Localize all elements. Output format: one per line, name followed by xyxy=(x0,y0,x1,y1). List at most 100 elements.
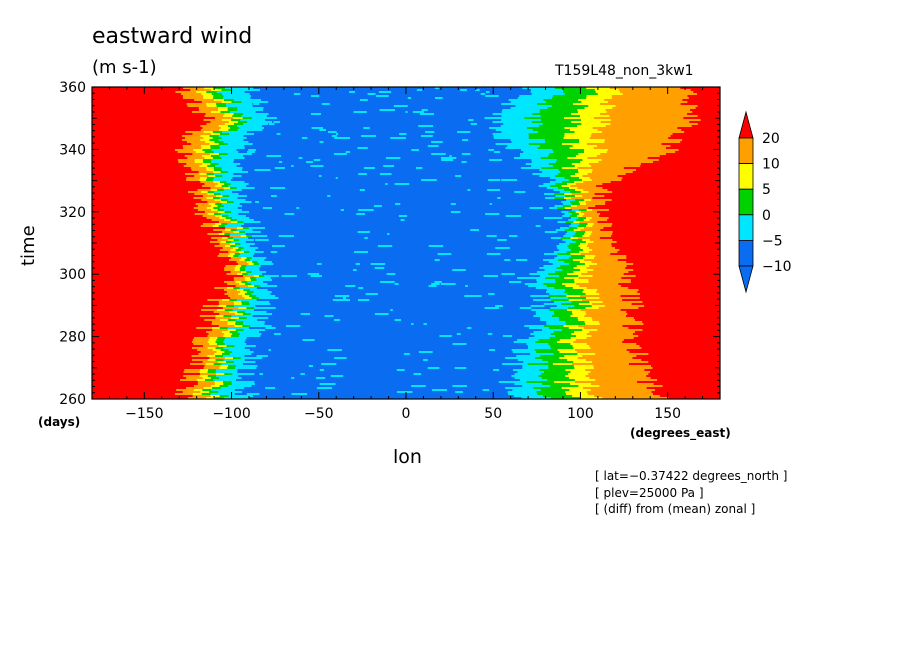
heatmap-cell xyxy=(229,111,244,113)
heatmap-cell xyxy=(246,239,254,241)
heatmap-cell xyxy=(207,193,215,195)
heatmap-cell xyxy=(503,123,514,125)
heatmap-cell xyxy=(220,365,229,367)
heatmap-cell xyxy=(538,339,561,341)
heatmap-cell xyxy=(248,331,259,333)
heatmap-cell xyxy=(612,231,721,233)
heatmap-cell xyxy=(533,387,563,389)
heatmap-cell xyxy=(200,181,214,183)
heatmap-cell xyxy=(213,95,224,97)
heatmap-cell xyxy=(223,341,235,343)
heatmap-cell xyxy=(92,331,207,333)
heatmap-cell xyxy=(247,243,255,245)
heatmap-cell xyxy=(204,319,221,321)
heatmap-cell xyxy=(241,271,247,273)
heatmap-cell xyxy=(92,385,195,387)
heatmap-cell xyxy=(211,89,222,91)
heatmap-cell xyxy=(221,223,228,225)
heatmap-cell xyxy=(306,161,313,163)
heatmap-cell xyxy=(238,247,245,249)
heatmap-cell xyxy=(213,177,224,179)
heatmap-cell xyxy=(617,155,661,157)
heatmap-cell xyxy=(578,245,588,247)
heatmap-row xyxy=(92,167,721,169)
heatmap-cell xyxy=(92,217,208,219)
heatmap-cell xyxy=(258,257,267,259)
heatmap-cell xyxy=(258,271,267,273)
heatmap-cell xyxy=(180,379,198,381)
heatmap-cell xyxy=(302,339,315,341)
heatmap-cell xyxy=(653,161,721,163)
heatmap-row xyxy=(92,307,721,309)
heatmap-cell xyxy=(229,127,240,129)
heatmap-cell xyxy=(177,159,196,161)
heatmap-cell xyxy=(374,267,381,269)
heatmap-cell xyxy=(431,389,448,391)
heatmap-cell xyxy=(254,115,267,117)
heatmap-cell xyxy=(561,387,584,389)
heatmap-cell xyxy=(568,219,577,221)
heatmap-cell xyxy=(231,211,241,213)
heatmap-cell xyxy=(560,227,570,229)
heatmap-cell xyxy=(316,387,333,389)
heatmap-cell xyxy=(92,293,225,295)
heatmap-cell xyxy=(601,249,620,251)
heatmap-cell xyxy=(605,201,721,203)
heatmap-cell xyxy=(393,105,408,107)
heatmap-cell xyxy=(237,109,251,111)
heatmap-cell xyxy=(241,303,250,305)
heatmap-cell xyxy=(544,253,558,255)
heatmap-cell xyxy=(209,337,218,339)
heatmap-cell xyxy=(568,263,586,265)
x-axis-label: lon xyxy=(393,446,422,468)
heatmap-row xyxy=(92,211,721,213)
heatmap-cell xyxy=(405,111,408,113)
heatmap-cell xyxy=(92,253,220,255)
heatmap-cell xyxy=(224,397,237,399)
heatmap-cell xyxy=(495,247,510,249)
heatmap-cell xyxy=(601,265,628,267)
heatmap-cell xyxy=(562,203,572,205)
heatmap-cell xyxy=(207,201,221,203)
heatmap-cell xyxy=(591,133,620,135)
heatmap-row xyxy=(92,371,721,373)
heatmap-cell xyxy=(594,89,620,91)
heatmap-cell xyxy=(92,139,183,141)
heatmap-cell xyxy=(92,373,201,375)
heatmap-cell xyxy=(650,371,721,373)
heatmap-cell xyxy=(206,169,215,171)
heatmap-row xyxy=(92,231,721,233)
heatmap-cell xyxy=(199,315,217,317)
heatmap-cell xyxy=(251,297,260,299)
heatmap-cell xyxy=(213,197,221,199)
heatmap-cell xyxy=(218,325,236,327)
heatmap-cell xyxy=(582,159,602,161)
heatmap-cell xyxy=(622,299,721,301)
heatmap-cell xyxy=(203,97,214,99)
heatmap-row xyxy=(92,317,721,319)
heatmap-cell xyxy=(213,193,222,195)
heatmap-cell xyxy=(227,143,241,145)
heatmap-cell xyxy=(219,155,232,157)
heatmap-cell xyxy=(92,393,176,395)
heatmap-cell xyxy=(412,111,425,113)
heatmap-cell xyxy=(210,209,219,211)
heatmap-cell xyxy=(92,195,204,197)
heatmap-cell xyxy=(558,217,563,219)
heatmap-cell xyxy=(550,185,563,187)
heatmap-cell xyxy=(505,147,539,149)
heatmap-cell xyxy=(220,171,229,173)
heatmap-cell xyxy=(191,359,209,361)
heatmap-cell xyxy=(564,133,593,135)
heatmap-cell xyxy=(573,347,591,349)
heatmap-cell xyxy=(607,101,635,103)
colorbar-label: 5 xyxy=(762,182,771,198)
heatmap-cell xyxy=(622,325,721,327)
annotation-plev: [ plev=25000 Pa ] xyxy=(595,486,704,500)
heatmap-cell xyxy=(595,259,619,261)
heatmap-cell xyxy=(235,141,249,143)
heatmap-cell xyxy=(208,339,217,341)
heatmap-cell xyxy=(92,159,179,161)
heatmap-cell xyxy=(255,239,269,241)
heatmap-cell xyxy=(582,239,591,241)
